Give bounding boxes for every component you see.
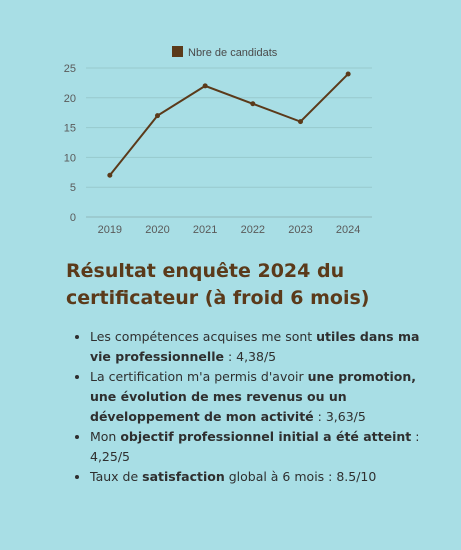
y-tick-label: 25 [64, 63, 76, 75]
x-tick-label: 2021 [193, 224, 217, 236]
item-score: : 3,63/5 [313, 409, 366, 424]
y-tick-label: 20 [64, 93, 76, 105]
x-tick-label: 2020 [145, 224, 169, 236]
line-chart: Nbre de candidats 0 5 10 15 20 25 2019 2020 202… [64, 46, 372, 236]
series-points [107, 71, 351, 178]
item-score: : 4,38/5 [223, 349, 277, 364]
x-axis-ticks: 2019 2020 2021 2022 2023 2024 [98, 224, 361, 236]
item-text: Mon [90, 429, 121, 444]
list-item: La certification m'a permis d'avoir une … [90, 367, 420, 427]
data-point[interactable] [345, 71, 351, 77]
x-tick-label: 2019 [98, 224, 122, 236]
survey-results-list: Les compétences acquises me sont utiles … [68, 327, 420, 487]
y-tick-label: 15 [64, 123, 76, 135]
list-item: Taux de satisfaction global à 6 mois : 8… [90, 467, 420, 487]
item-emphasis: une promotion, une évolution de mes reve… [90, 369, 417, 424]
data-point[interactable] [298, 119, 303, 125]
item-emphasis: utiles dans ma vie professionnelle [90, 329, 420, 364]
x-tick-label: 2024 [336, 224, 360, 236]
x-tick-label: 2022 [241, 224, 265, 236]
item-text: Les compétences acquises me sont [90, 329, 317, 344]
data-point[interactable] [250, 101, 256, 107]
list-item: Mon objectif professionnel initial a été… [90, 427, 420, 467]
item-text: Taux de [90, 469, 143, 484]
list-item: Les compétences acquises me sont utiles … [90, 327, 420, 367]
series-line [109, 73, 349, 176]
y-tick-label: 5 [70, 182, 76, 194]
y-axis-ticks: 0 5 10 15 20 25 [64, 63, 76, 224]
data-point[interactable] [155, 113, 160, 119]
item-emphasis: objectif professionnel initial a été att… [120, 429, 412, 444]
item-text: La certification m'a permis d'avoir [90, 369, 308, 384]
chart-grid [86, 67, 372, 218]
section-title: Résultat enquête 2024 du certificateur (… [66, 260, 370, 309]
item-emphasis: satisfaction [142, 469, 225, 484]
legend-swatch [172, 46, 183, 57]
y-tick-label: 0 [70, 212, 76, 224]
chart-legend[interactable]: Nbre de candidats [172, 46, 278, 59]
data-point[interactable] [202, 83, 208, 89]
legend-label: Nbre de candidats [188, 47, 278, 59]
x-tick-label: 2023 [288, 224, 312, 236]
item-score: global à 6 mois : 8.5/10 [224, 469, 377, 484]
y-tick-label: 10 [64, 152, 76, 164]
data-point[interactable] [107, 172, 113, 178]
item-score: : 4,25/5 [90, 429, 420, 464]
